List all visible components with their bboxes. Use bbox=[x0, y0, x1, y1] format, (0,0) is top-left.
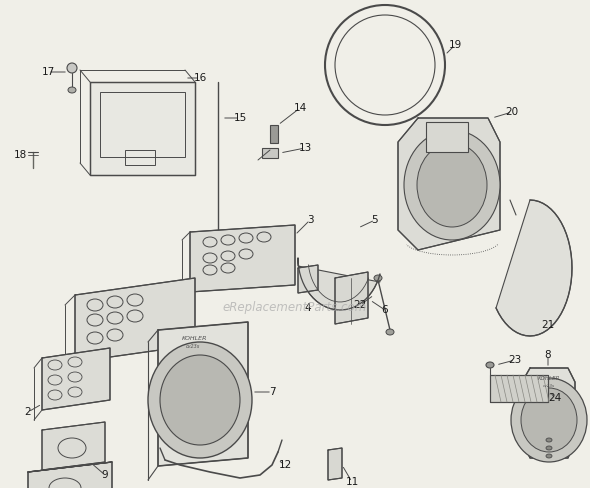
Ellipse shape bbox=[68, 87, 76, 93]
Text: 3: 3 bbox=[307, 215, 313, 225]
Ellipse shape bbox=[67, 63, 77, 73]
Ellipse shape bbox=[521, 388, 577, 452]
Text: 16: 16 bbox=[194, 73, 206, 83]
Text: 22: 22 bbox=[353, 300, 366, 310]
Polygon shape bbox=[90, 82, 195, 175]
Ellipse shape bbox=[417, 143, 487, 227]
Bar bbox=[125, 150, 155, 165]
Text: 5: 5 bbox=[372, 215, 378, 225]
Text: eReplacementParts.com: eReplacementParts.com bbox=[223, 302, 367, 314]
Ellipse shape bbox=[386, 329, 394, 335]
Ellipse shape bbox=[546, 446, 552, 450]
Text: KOHLER: KOHLER bbox=[537, 376, 560, 381]
Polygon shape bbox=[496, 200, 572, 336]
Polygon shape bbox=[42, 422, 105, 470]
Polygon shape bbox=[522, 368, 575, 458]
Text: 20: 20 bbox=[506, 107, 519, 117]
Ellipse shape bbox=[148, 342, 252, 458]
Text: 14: 14 bbox=[293, 103, 307, 113]
Text: cv23s: cv23s bbox=[543, 384, 555, 388]
Polygon shape bbox=[75, 278, 195, 362]
Text: 8: 8 bbox=[545, 350, 551, 360]
Polygon shape bbox=[262, 148, 278, 158]
Bar bbox=[426, 122, 468, 152]
Polygon shape bbox=[298, 265, 318, 293]
Ellipse shape bbox=[546, 454, 552, 458]
Text: 19: 19 bbox=[448, 40, 461, 50]
Polygon shape bbox=[190, 225, 295, 292]
Text: 4: 4 bbox=[304, 303, 312, 313]
Text: 7: 7 bbox=[268, 387, 276, 397]
Polygon shape bbox=[490, 375, 548, 402]
Text: KOHLER: KOHLER bbox=[182, 336, 208, 341]
Ellipse shape bbox=[374, 275, 382, 281]
Bar bbox=[100, 92, 185, 157]
Text: 12: 12 bbox=[278, 460, 291, 470]
Text: 21: 21 bbox=[542, 320, 555, 330]
Text: 6: 6 bbox=[382, 305, 388, 315]
Polygon shape bbox=[158, 322, 248, 466]
Ellipse shape bbox=[404, 130, 500, 240]
Polygon shape bbox=[398, 118, 500, 250]
Text: 17: 17 bbox=[41, 67, 55, 77]
Ellipse shape bbox=[160, 355, 240, 445]
Text: 18: 18 bbox=[14, 150, 27, 160]
Polygon shape bbox=[328, 448, 342, 480]
Text: 24: 24 bbox=[548, 393, 562, 403]
Polygon shape bbox=[335, 272, 368, 324]
Text: 9: 9 bbox=[101, 470, 109, 480]
Bar bbox=[270, 125, 278, 143]
Text: cv23s: cv23s bbox=[186, 344, 200, 349]
Text: 15: 15 bbox=[234, 113, 247, 123]
Ellipse shape bbox=[546, 438, 552, 442]
Polygon shape bbox=[42, 348, 110, 410]
Text: 23: 23 bbox=[509, 355, 522, 365]
Ellipse shape bbox=[511, 378, 587, 462]
Text: 11: 11 bbox=[345, 477, 359, 487]
Text: 13: 13 bbox=[299, 143, 312, 153]
Ellipse shape bbox=[486, 362, 494, 368]
Polygon shape bbox=[28, 462, 112, 488]
Text: 2: 2 bbox=[25, 407, 31, 417]
Polygon shape bbox=[298, 258, 380, 310]
